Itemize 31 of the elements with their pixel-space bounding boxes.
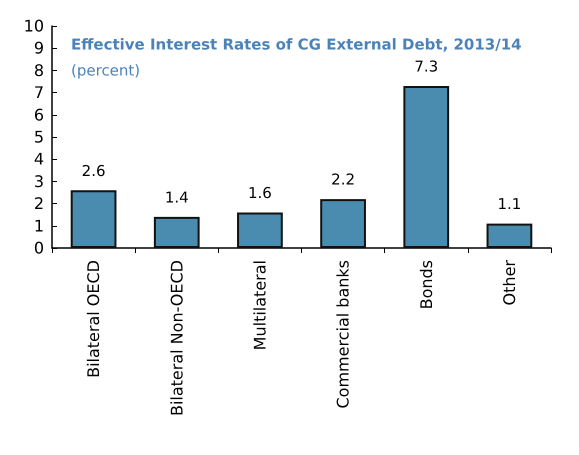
y-tick-label: 10 bbox=[24, 16, 44, 36]
y-tick-label: 6 bbox=[34, 105, 44, 124]
bar bbox=[403, 86, 450, 248]
x-tick-label: Multilateral bbox=[250, 260, 270, 350]
y-tick-label: 5 bbox=[34, 128, 44, 146]
bar bbox=[237, 212, 283, 248]
y-tick-label: 8 bbox=[34, 60, 44, 80]
bar bbox=[70, 190, 116, 248]
y-tick-label: 1 bbox=[34, 216, 44, 236]
x-tick-label: Commercial banks bbox=[334, 260, 353, 408]
y-tick-label: 7 bbox=[34, 83, 44, 102]
data-label: 1.6 bbox=[248, 184, 272, 202]
bar bbox=[486, 224, 532, 248]
y-tick-label: 3 bbox=[34, 172, 44, 191]
data-label: 7.3 bbox=[414, 57, 438, 76]
y-tick-label: 2 bbox=[34, 194, 44, 214]
x-tick-label: Bonds bbox=[416, 260, 436, 310]
x-tick-label: Bilateral Non-OECD bbox=[167, 260, 186, 416]
y-tick-label: 0 bbox=[34, 238, 44, 258]
bar bbox=[154, 216, 200, 248]
data-label: 1.4 bbox=[164, 188, 189, 206]
text: Effective Interest Rates of CG External Debt, 2013/14 bbox=[71, 36, 522, 54]
bar bbox=[320, 199, 366, 248]
x-tick-label: Other bbox=[500, 260, 519, 306]
y-tick-label: 4 bbox=[34, 150, 44, 169]
y-tick-label: 9 bbox=[34, 38, 44, 58]
data-label: 1.1 bbox=[497, 195, 522, 214]
data-label: 2.2 bbox=[331, 170, 356, 189]
x-tick-label: Bilateral OECD bbox=[84, 260, 104, 378]
text: (percent) bbox=[71, 62, 140, 80]
data-label: 2.6 bbox=[82, 162, 106, 180]
